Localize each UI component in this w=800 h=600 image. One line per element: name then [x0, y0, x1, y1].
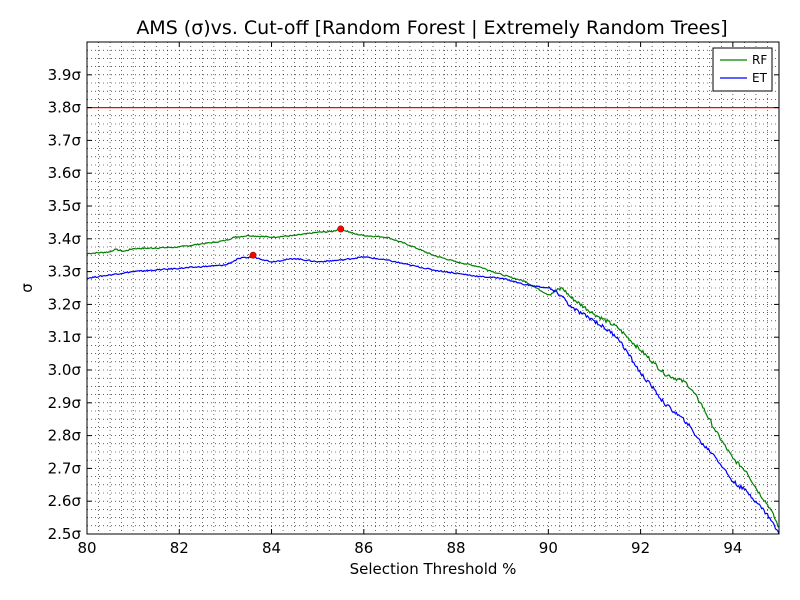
- y-tick-label: 2.8σ: [48, 427, 82, 445]
- y-tick-label: 2.9σ: [48, 394, 82, 412]
- y-tick-label: 3.4σ: [48, 230, 82, 248]
- y-axis-label: σ: [18, 283, 36, 293]
- x-tick-label: 90: [539, 539, 558, 557]
- y-tick-label: 3.1σ: [48, 328, 82, 346]
- plot-area: [86, 41, 780, 535]
- grid: [87, 42, 779, 534]
- y-tick-label: 3.2σ: [48, 295, 82, 313]
- x-axis-label: Selection Threshold %: [350, 560, 517, 578]
- y-tick-label: 3.3σ: [48, 263, 82, 281]
- x-tick-label: 80: [77, 539, 96, 557]
- series-line-et: [86, 255, 780, 535]
- x-tick-label: 86: [354, 539, 373, 557]
- y-tick-label: 2.5σ: [48, 525, 82, 543]
- max-point-rf: [337, 225, 345, 233]
- y-tick-label: 3.0σ: [48, 361, 82, 379]
- legend: RF ET: [712, 47, 773, 92]
- legend-label-et: ET: [752, 71, 768, 85]
- x-tick-label: 84: [262, 539, 281, 557]
- y-tick-label: 3.5σ: [48, 197, 82, 215]
- y-axis: 2.5σ 2.6σ 2.7σ 2.8σ 2.9σ 3.0σ 3.1σ 3.2σ 3.3σ 3.4σ…: [48, 66, 779, 543]
- y-tick-label: 3.8σ: [48, 99, 82, 117]
- chart-title: AMS (σ)vs. Cut-off [Random Forest | Extr…: [136, 17, 727, 39]
- series-layer: [86, 106, 780, 535]
- series-line-rf: [86, 228, 780, 528]
- y-tick-label: 3.6σ: [48, 164, 82, 182]
- x-tick-label: 92: [631, 539, 650, 557]
- y-tick-label: 2.7σ: [48, 459, 82, 477]
- x-tick-label: 88: [447, 539, 466, 557]
- y-tick-label: 3.7σ: [48, 131, 82, 149]
- legend-box: [712, 47, 773, 92]
- plot-frame: [86, 41, 780, 535]
- x-axis: 80 82 84 86 88 90 92 94: [77, 42, 742, 557]
- max-point-et: [249, 251, 257, 259]
- y-tick-label: 2.6σ: [48, 492, 82, 510]
- highlight-markers: [249, 225, 345, 259]
- x-tick-label: 82: [170, 539, 189, 557]
- x-tick-label: 94: [723, 539, 742, 557]
- legend-label-rf: RF: [752, 53, 767, 67]
- y-tick-label: 3.9σ: [48, 66, 82, 84]
